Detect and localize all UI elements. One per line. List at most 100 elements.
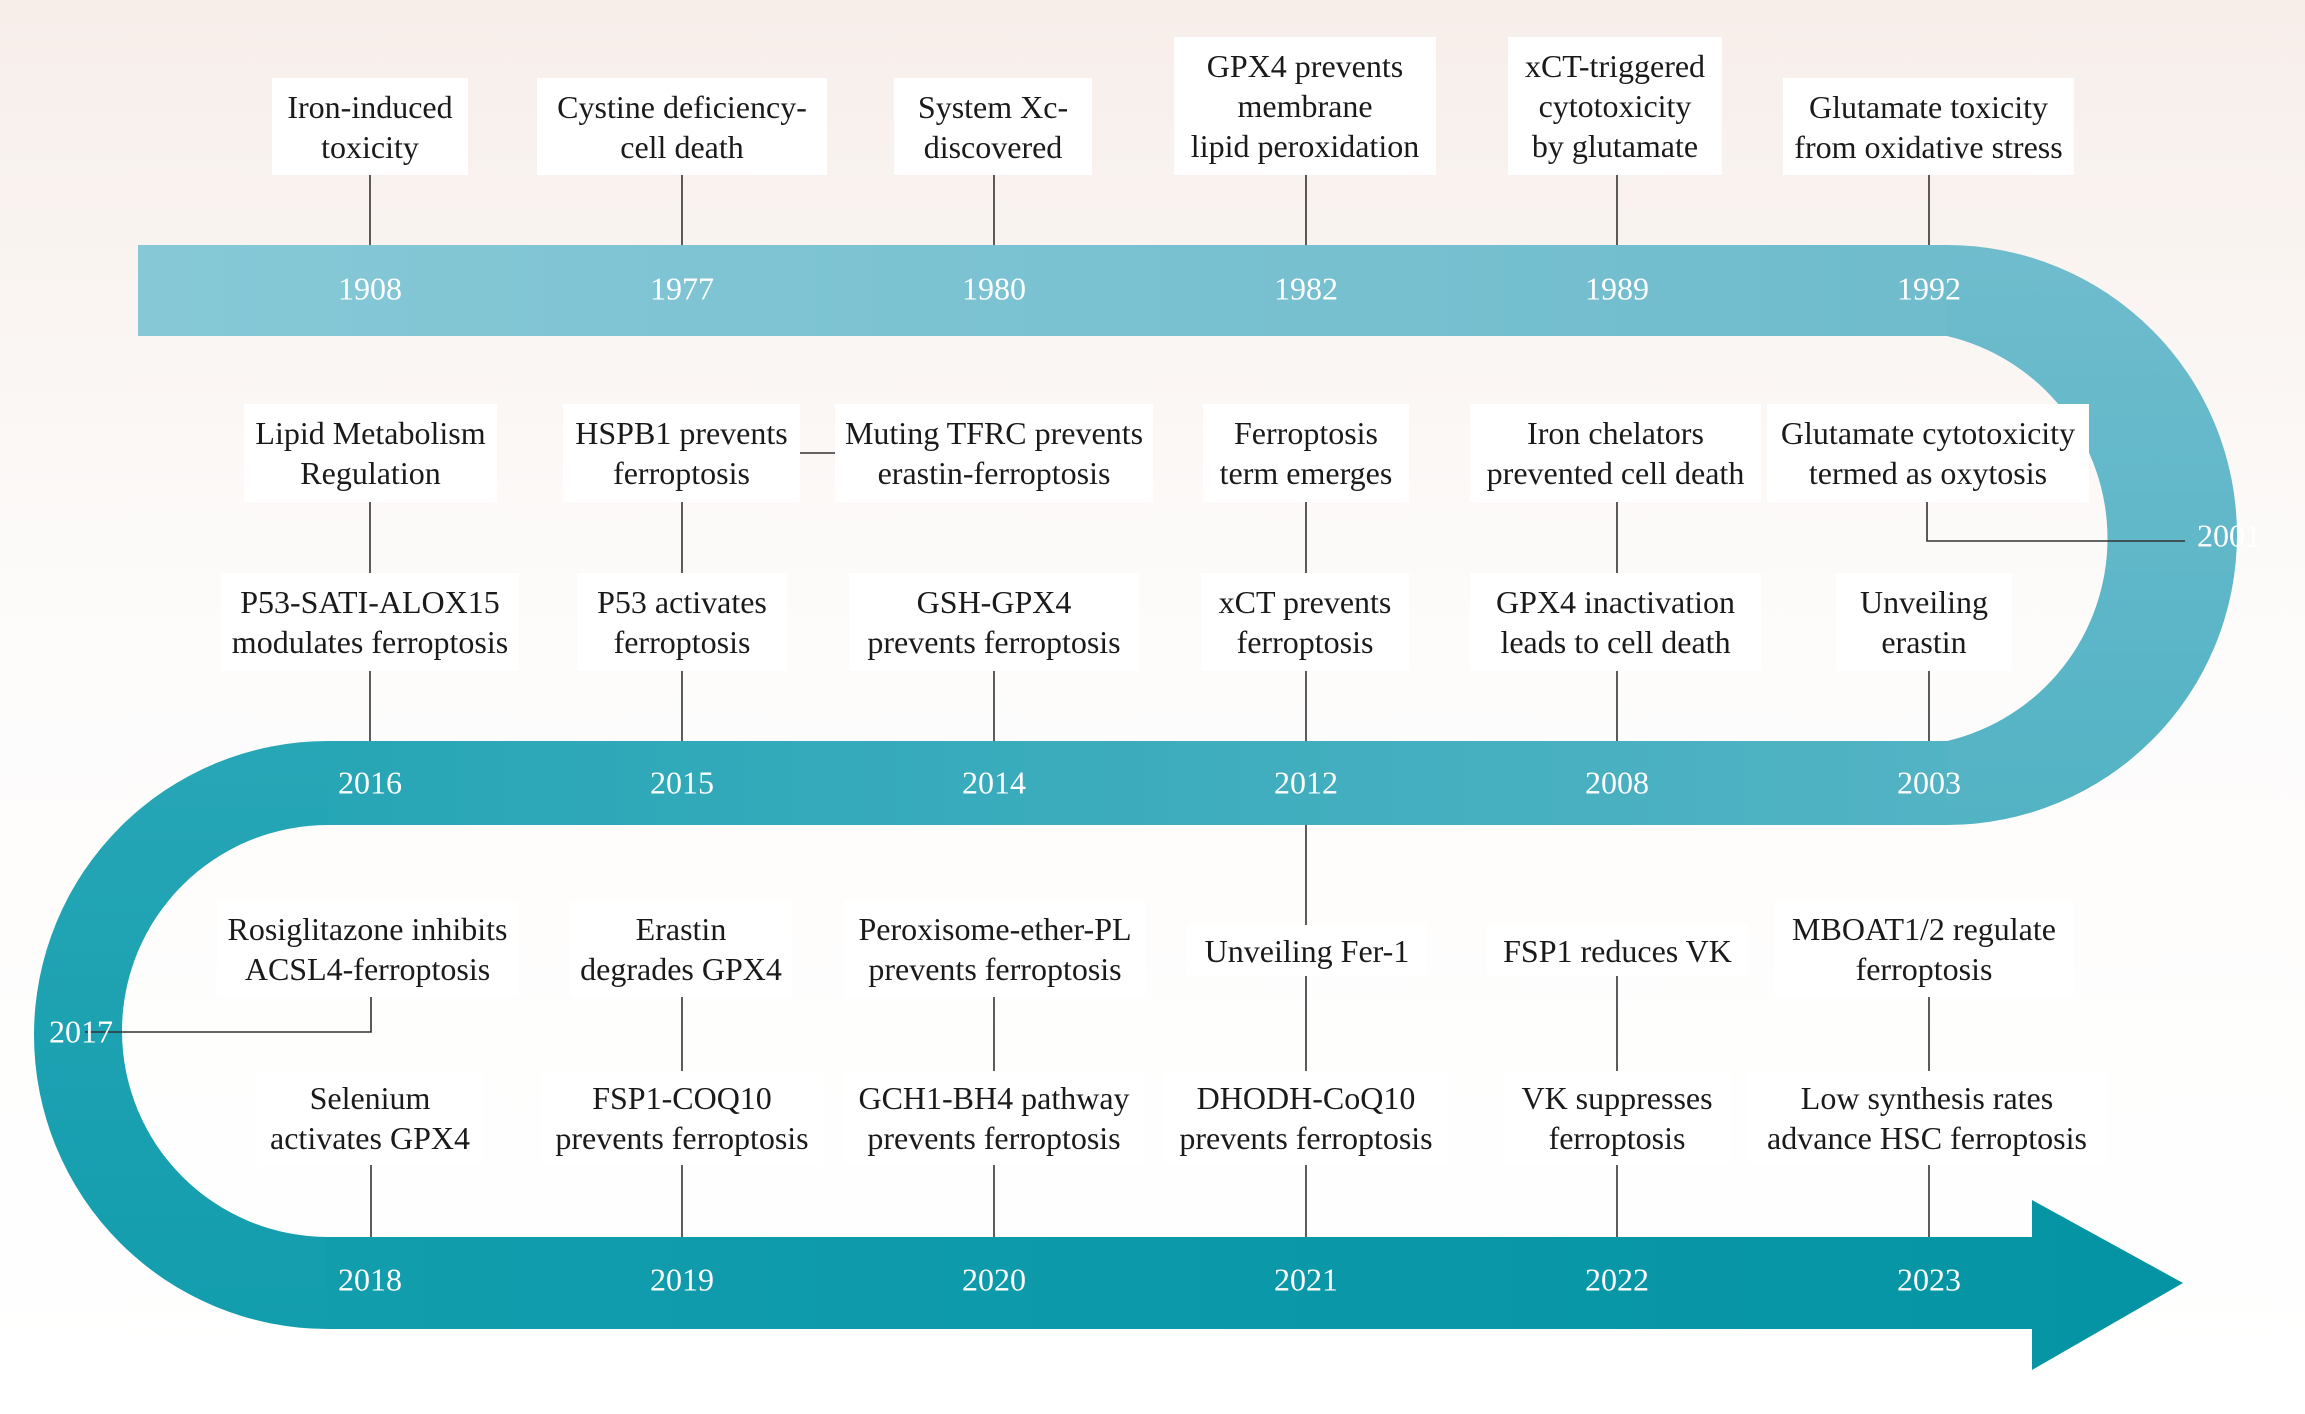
event-box-2014-gsh-gpx4: GSH-GPX4 prevents ferroptosis (849, 573, 1139, 671)
event-text-line: ferroptosis (613, 624, 751, 660)
road-band-middle (328, 741, 1948, 825)
event-text-line: activates GPX4 (270, 1120, 470, 1156)
event-text-line: toxicity (321, 128, 419, 165)
year-1989: 1989 (1585, 270, 1649, 307)
event-box-1989: xCT-triggered cytotoxicity by glutamate (1508, 37, 1722, 175)
event-text-line: ACSL4-ferroptosis (244, 951, 491, 987)
event-text-line: advance HSC ferroptosis (1767, 1120, 2087, 1156)
event-text-line: GSH-GPX4 (916, 584, 1072, 620)
year-2019: 2019 (650, 1261, 714, 1298)
event-text-line: cytotoxicity (1538, 88, 1692, 124)
event-text-line: prevented cell death (1486, 455, 1745, 491)
event-text-line: Lipid Metabolism (255, 415, 486, 451)
event-text-line: Erastin (635, 911, 727, 947)
event-text-line: degrades GPX4 (580, 951, 782, 987)
event-text-line: GPX4 prevents (1206, 48, 1404, 84)
event-box-2021-fer1: Unveiling Fer-1 (1187, 925, 1427, 976)
event-text-line: DHODH-CoQ10 (1196, 1080, 1416, 1116)
event-text-line: membrane (1237, 88, 1373, 124)
event-box-1908: Iron-induced toxicity (272, 78, 468, 175)
event-box-1982: GPX4 prevents membrane lipid peroxidation (1174, 37, 1436, 175)
road-band-bottom-arrow (327, 1200, 2183, 1370)
year-2016: 2016 (338, 764, 402, 801)
event-text-line: Glutamate cytotoxicity (1780, 415, 2076, 451)
event-text-line: HSPB1 prevents (575, 415, 788, 451)
event-box-2020-peroxisome: Peroxisome-ether-PL prevents ferroptosis (844, 901, 1146, 997)
event-text-line: termed as oxytosis (1808, 455, 2048, 491)
event-text-line: Ferroptosis (1234, 415, 1378, 451)
event-box-2008-iron-chelators: Iron chelators prevented cell death (1470, 404, 1761, 502)
event-box-2008-gpx4-inactivation: GPX4 inactivation leads to cell death (1470, 573, 1761, 671)
year-1980: 1980 (962, 270, 1026, 307)
event-box-2019-erastin-degrades: Erastin degrades GPX4 (570, 901, 792, 997)
event-box-2012-xct-prevents: xCT prevents ferroptosis (1201, 573, 1409, 671)
event-text-line: by glutamate (1531, 128, 1699, 164)
event-box-2023-hsc: Low synthesis rates advance HSC ferroptos… (1748, 1071, 2106, 1165)
year-1908: 1908 (338, 270, 402, 307)
event-text-line: MBOAT1/2 regulate (1792, 911, 2056, 947)
year-2012: 2012 (1274, 764, 1338, 801)
event-text-line: Unveiling (1860, 584, 1988, 620)
event-text-line: ferroptosis (1548, 1120, 1686, 1156)
event-box-1992: Glutamate toxicity from oxidative stress (1783, 78, 2074, 175)
event-text-line: FSP1 reduces VK (1503, 932, 1732, 969)
event-text-line: GCH1-BH4 pathway (858, 1080, 1130, 1116)
year-2018: 2018 (338, 1261, 402, 1298)
event-text-line: modulates ferroptosis (231, 624, 509, 660)
event-text-line: Selenium (309, 1080, 431, 1116)
event-box-2018-selenium: Selenium activates GPX4 (257, 1071, 483, 1165)
event-box-2019-fsp1-coq10: FSP1-COQ10 prevents ferroptosis (541, 1071, 823, 1165)
year-1992: 1992 (1897, 270, 1961, 307)
event-box-2016-lipid-metabolism: Lipid Metabolism Regulation (244, 404, 497, 502)
event-box-2017-rosiglitazone: Rosiglitazone inhibits ACSL4-ferroptosis (217, 901, 518, 997)
event-text-line: VK suppresses (1521, 1080, 1713, 1116)
event-text-line: Unveiling Fer-1 (1204, 932, 1410, 969)
event-text-line: cell death (620, 128, 744, 165)
event-box-2015-hspb1: HSPB1 prevents ferroptosis (563, 404, 800, 502)
year-2017: 2017 (49, 1013, 113, 1050)
event-text-line: Glutamate toxicity (1808, 88, 2049, 125)
year-1982: 1982 (1274, 270, 1338, 307)
event-text-line: xCT-triggered (1524, 48, 1706, 84)
event-text-line: Cystine deficiency- (557, 88, 807, 125)
event-text-line: discovered (923, 128, 1063, 165)
year-2022: 2022 (1585, 1261, 1649, 1298)
event-text-line: Rosiglitazone inhibits (227, 911, 508, 947)
event-box-2023-mboat: MBOAT1/2 regulate ferroptosis (1774, 901, 2074, 997)
event-text-line: ferroptosis (613, 455, 750, 491)
event-text-line: erastin (1881, 624, 1967, 660)
year-2023: 2023 (1897, 1261, 1961, 1298)
event-box-2022-fsp1-vk: FSP1 reduces VK (1487, 925, 1748, 976)
road-turn-right (1947, 245, 2237, 825)
road-band-top (138, 245, 1948, 336)
event-box-1977: Cystine deficiency-cell death (537, 78, 827, 175)
year-2015: 2015 (650, 764, 714, 801)
event-text-line: erastin-ferroptosis (877, 455, 1111, 491)
year-2020: 2020 (962, 1261, 1026, 1298)
event-text-line: FSP1-COQ10 (592, 1080, 772, 1116)
event-text-line: prevents ferroptosis (1179, 1120, 1433, 1156)
event-text-line: xCT prevents (1218, 584, 1392, 620)
road-turn-left (34, 741, 328, 1329)
event-text-line: ferroptosis (1236, 624, 1374, 660)
event-box-2012-ferroptosis-term: Ferroptosis term emerges (1203, 404, 1409, 502)
event-text-line: GPX4 inactivation (1495, 584, 1736, 620)
year-2021: 2021 (1274, 1261, 1338, 1298)
event-box-2020-gch1-bh4: GCH1-BH4 pathway prevents ferroptosis (844, 1071, 1144, 1165)
event-text-line: term emerges (1219, 455, 1393, 491)
event-text-line: Muting TFRC prevents (844, 415, 1144, 451)
event-text-line: prevents ferroptosis (867, 1120, 1121, 1156)
event-text-line: leads to cell death (1500, 624, 1731, 660)
year-2003: 2003 (1897, 764, 1961, 801)
event-text-line: prevents ferroptosis (867, 624, 1121, 660)
event-text-line: Iron-induced (287, 88, 453, 125)
event-text-line: Peroxisome-ether-PL (858, 911, 1132, 947)
event-text-line: Regulation (300, 455, 441, 491)
event-box-2022-vk-suppresses: VK suppresses ferroptosis (1503, 1071, 1731, 1165)
year-2014: 2014 (962, 764, 1026, 801)
event-text-line: P53 activates (597, 584, 767, 620)
event-text-line: prevents ferroptosis (868, 951, 1122, 987)
